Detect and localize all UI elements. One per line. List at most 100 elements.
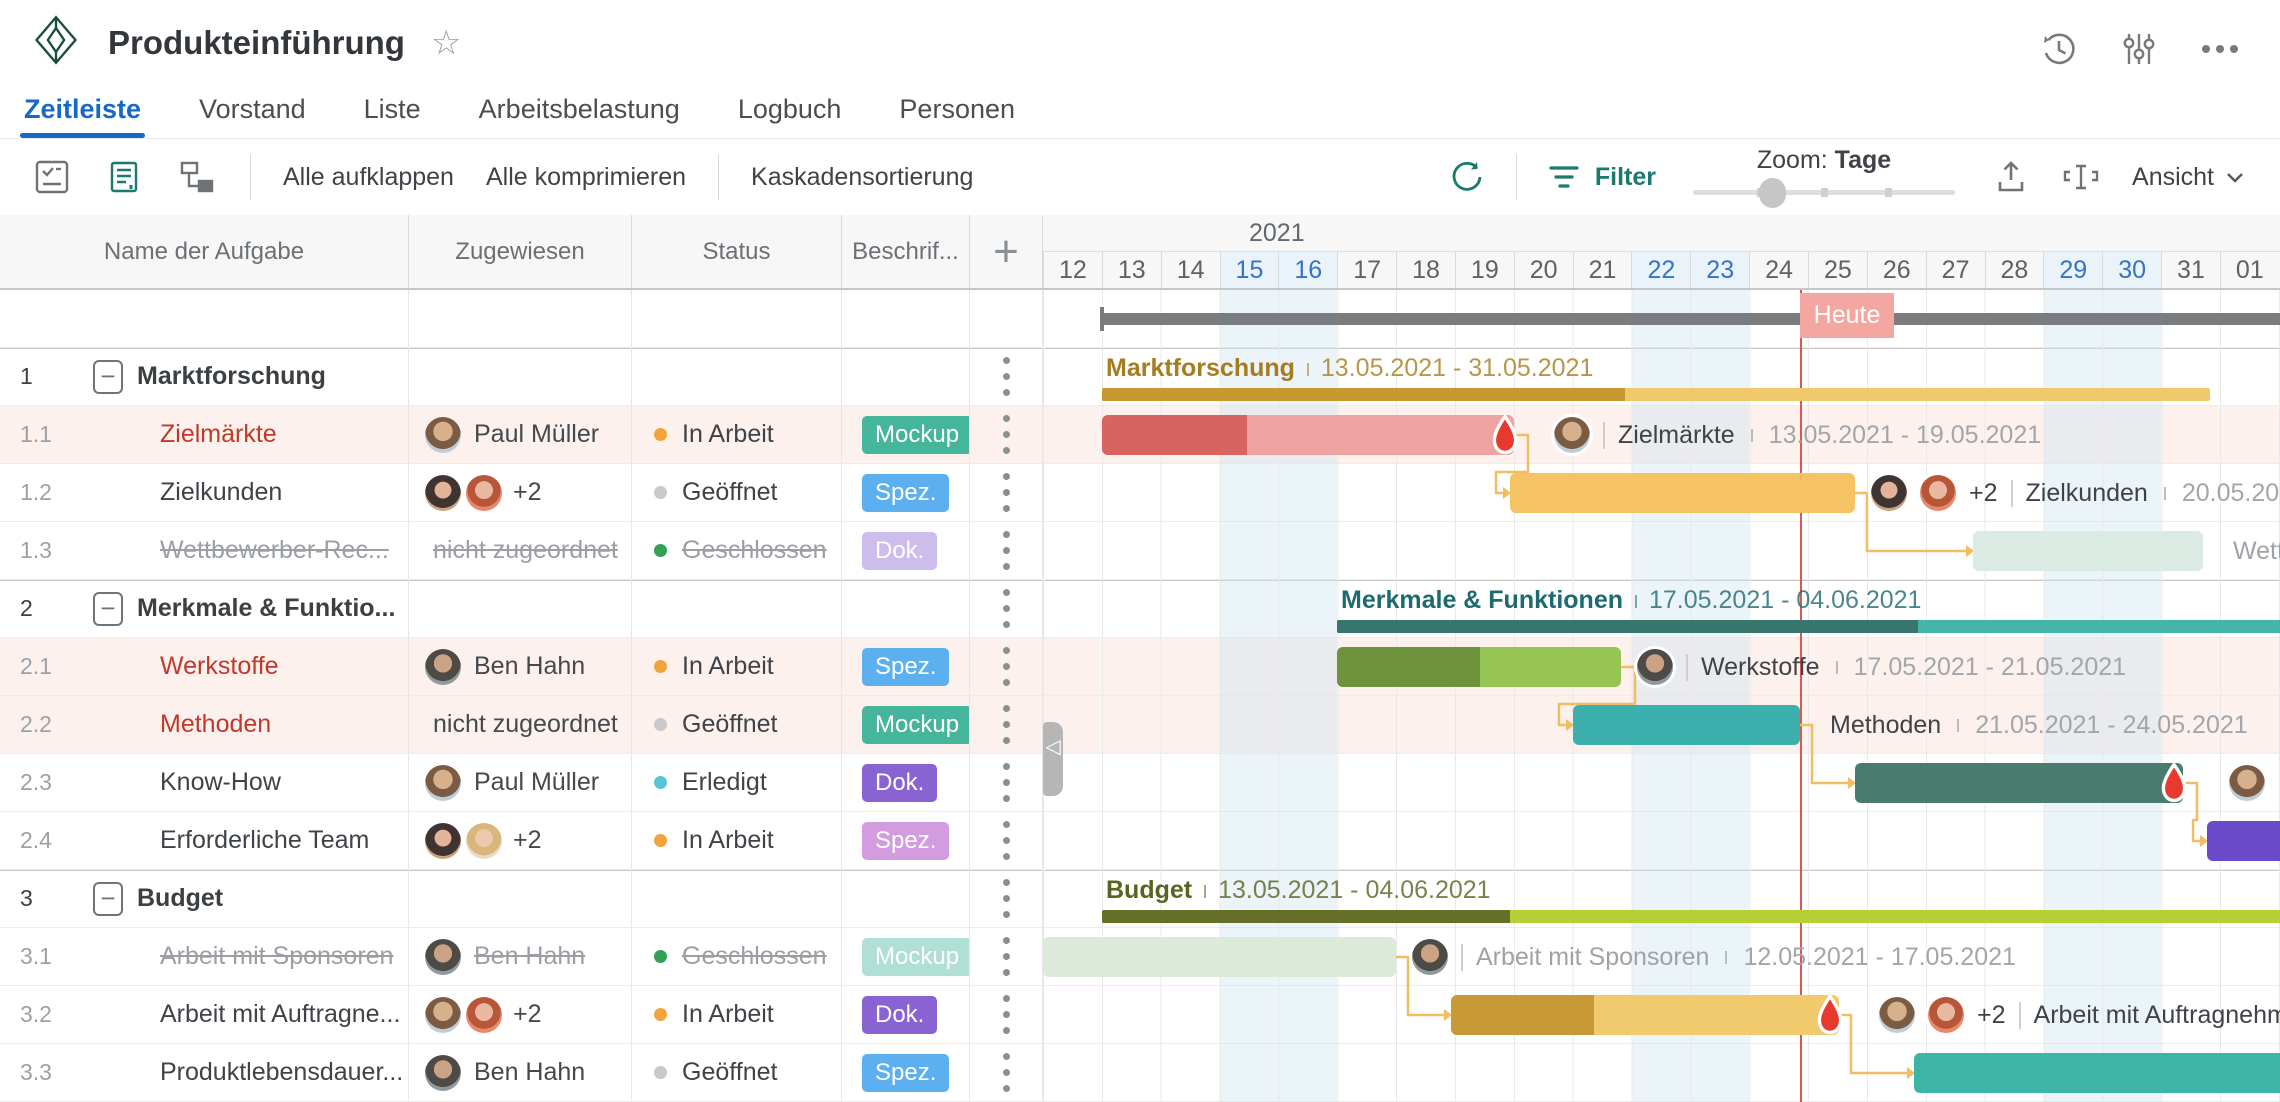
collapse-all-button[interactable]: Alle komprimieren <box>485 162 687 191</box>
timeline-day[interactable]: 28 <box>1984 252 2044 288</box>
group-summary-bar[interactable] <box>1102 910 2280 923</box>
checklist-icon[interactable] <box>32 157 72 197</box>
label-cell[interactable]: Mockup <box>842 928 970 985</box>
tab-zeitleiste[interactable]: Zeitleiste <box>19 80 146 138</box>
task-bar[interactable] <box>1973 531 2203 571</box>
tab-arbeitsbelastung[interactable]: Arbeitsbelastung <box>478 93 680 124</box>
table-row[interactable]: 2 − Merkmale & Funktio... <box>0 580 1043 638</box>
assignee-cell[interactable]: +2 <box>409 986 632 1043</box>
label-cell[interactable]: Spez. <box>842 464 970 521</box>
task-bar[interactable] <box>2207 821 2280 861</box>
status-cell[interactable]: Geöffnet <box>632 464 842 521</box>
table-row[interactable]: 2.2 Methoden nicht zugeordnet Geöffnet Mocku… <box>0 696 1043 754</box>
label-cell[interactable]: Dok. <box>842 522 970 579</box>
row-menu-button[interactable] <box>997 757 1016 808</box>
label-cell[interactable]: Spez. <box>842 1044 970 1101</box>
status-cell[interactable]: In Arbeit <box>632 812 842 869</box>
task-name-cell[interactable]: 1.3 Wettbewerber-Rec... <box>0 522 409 579</box>
status-cell[interactable]: In Arbeit <box>632 406 842 463</box>
task-name-cell[interactable]: 1 − Marktforschung <box>0 348 409 405</box>
status-cell[interactable]: Erledigt <box>632 754 842 811</box>
cascade-sort-button[interactable]: Kaskadensortierung <box>751 162 974 191</box>
task-name-cell[interactable]: 2.4 Erforderliche Team <box>0 812 409 869</box>
timeline-day[interactable]: 21 <box>1572 252 1632 288</box>
timeline-day[interactable]: 22 <box>1631 252 1691 288</box>
assignee-cell[interactable]: nicht zugeordnet <box>409 522 632 579</box>
timeline-day[interactable]: 12 <box>1043 252 1102 288</box>
assignee-cell[interactable]: +2 <box>409 812 632 869</box>
tab-liste[interactable]: Liste <box>363 93 421 124</box>
assignee-cell[interactable] <box>409 348 632 405</box>
table-row[interactable]: 3.3 Produktlebensdauer... Ben Hahn Geöffnet… <box>0 1044 1043 1102</box>
hierarchy-icon[interactable] <box>176 157 218 197</box>
row-menu-button[interactable] <box>997 931 1016 982</box>
status-cell[interactable] <box>632 348 842 405</box>
assignee-cell[interactable] <box>409 290 632 347</box>
column-header-label[interactable]: Beschrif... <box>842 215 970 288</box>
task-bar[interactable] <box>1914 1053 2280 1093</box>
zoom-slider[interactable] <box>1693 176 1956 208</box>
status-cell[interactable] <box>632 580 842 637</box>
table-row[interactable]: 2.1 Werkstoffe Ben Hahn In Arbeit Spez. <box>0 638 1043 696</box>
row-menu-button[interactable] <box>997 873 1016 924</box>
table-row[interactable]: 1 − Marktforschung <box>0 348 1043 406</box>
task-name-cell[interactable]: 3.3 Produktlebensdauer... <box>0 1044 409 1101</box>
label-cell[interactable]: Mockup <box>842 406 970 463</box>
timeline-day[interactable]: 19 <box>1454 252 1514 288</box>
baseline-icon[interactable] <box>2060 160 2102 194</box>
label-cell[interactable]: Dok. <box>842 986 970 1043</box>
timeline-day[interactable]: 30 <box>2102 252 2162 288</box>
column-header-status[interactable]: Status <box>632 215 842 288</box>
task-name-cell[interactable]: 3.2 Arbeit mit Auftragne... <box>0 986 409 1043</box>
label-cell[interactable]: Mockup <box>842 696 970 753</box>
table-row[interactable]: 1.1 Zielmärkte Paul Müller In Arbeit Mockup <box>0 406 1043 464</box>
row-menu-button[interactable] <box>997 467 1016 518</box>
label-cell[interactable] <box>842 870 970 927</box>
group-summary-bar[interactable] <box>1102 388 2210 401</box>
table-row[interactable] <box>0 290 1043 348</box>
status-cell[interactable]: In Arbeit <box>632 638 842 695</box>
row-menu-button[interactable] <box>997 583 1016 634</box>
timeline-day[interactable]: 17 <box>1337 252 1396 288</box>
collapse-toggle[interactable]: − <box>93 359 123 394</box>
timeline-day[interactable]: 13 <box>1101 252 1161 288</box>
zoom-slider-handle[interactable] <box>1759 178 1787 208</box>
status-cell[interactable]: In Arbeit <box>632 986 842 1043</box>
view-dropdown[interactable]: Ansicht <box>2132 163 2244 192</box>
column-header-assignee[interactable]: Zugewiesen <box>409 215 632 288</box>
group-summary-bar[interactable] <box>1337 620 2280 633</box>
timeline-day[interactable]: 20 <box>1513 252 1573 288</box>
refresh-icon[interactable] <box>1448 158 1486 196</box>
assignee-cell[interactable] <box>409 580 632 637</box>
label-cell[interactable]: Dok. <box>842 754 970 811</box>
task-bar[interactable] <box>1855 763 2183 803</box>
table-row[interactable]: 2.3 Know-How Paul Müller Erledigt Dok. <box>0 754 1043 812</box>
timeline-day[interactable]: 25 <box>1807 252 1867 288</box>
task-name-cell[interactable]: 3.1 Arbeit mit Sponsoren <box>0 928 409 985</box>
table-row[interactable]: 3 − Budget <box>0 870 1043 928</box>
task-bar[interactable] <box>1573 705 1800 745</box>
task-name-cell[interactable]: 2.3 Know-How <box>0 754 409 811</box>
timeline-day[interactable]: 31 <box>2161 252 2220 288</box>
expand-all-button[interactable]: Alle aufklappen <box>283 162 454 191</box>
timeline-day[interactable]: 27 <box>1925 252 1985 288</box>
history-icon[interactable] <box>2040 30 2078 68</box>
timeline-day[interactable]: 24 <box>1749 252 1808 288</box>
status-cell[interactable]: Geschlossen <box>632 928 842 985</box>
task-name-cell[interactable]: 2.2 Methoden <box>0 696 409 753</box>
timeline-day[interactable]: 18 <box>1396 252 1455 288</box>
row-menu-button[interactable] <box>997 409 1016 460</box>
label-cell[interactable]: Spez. <box>842 638 970 695</box>
assignee-cell[interactable]: +2 <box>409 464 632 521</box>
assignee-cell[interactable]: Ben Hahn <box>409 638 632 695</box>
task-name-cell[interactable]: 2.1 Werkstoffe <box>0 638 409 695</box>
timeline-day[interactable]: 23 <box>1690 252 1750 288</box>
settings-sliders-icon[interactable] <box>2120 30 2158 68</box>
task-name-cell[interactable] <box>0 290 409 347</box>
task-name-cell[interactable]: 1.2 Zielkunden <box>0 464 409 521</box>
label-cell[interactable] <box>842 290 970 347</box>
timeline-day[interactable]: 15 <box>1219 252 1279 288</box>
status-cell[interactable] <box>632 290 842 347</box>
task-bar[interactable] <box>1102 415 1514 455</box>
timeline-day[interactable]: 29 <box>2043 252 2103 288</box>
